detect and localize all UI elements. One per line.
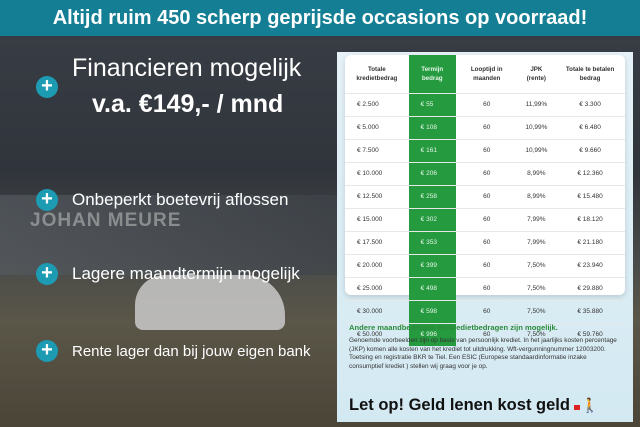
- table-cell: € 3.300: [555, 92, 625, 116]
- table-cell: € 108: [408, 115, 456, 139]
- table-cell: 60: [455, 230, 518, 254]
- table-row: € 20.000 € 399 60 7,50% € 23.940: [345, 253, 625, 277]
- table-row: € 2.500 € 55 60 11,99% € 3.300: [345, 92, 625, 116]
- table-cell: 60: [455, 115, 518, 139]
- table-cell: € 161: [408, 138, 456, 162]
- table-cell: € 15.480: [555, 184, 625, 208]
- table-cell: 60: [455, 253, 518, 277]
- table-cell: 7,50%: [517, 299, 556, 323]
- plus-bullet: +: [36, 76, 58, 98]
- table-row: € 12.500 € 258 60 8,99% € 15.480: [345, 184, 625, 208]
- table-cell: 7,99%: [517, 230, 556, 254]
- walking-person-icon: 🚶: [573, 397, 598, 414]
- table-cell: € 15.000: [345, 207, 409, 231]
- table-cell: € 59.760: [555, 322, 625, 346]
- table-cell: 60: [455, 92, 518, 116]
- table-cell: € 9.660: [555, 138, 625, 162]
- table-cell: 7,50%: [517, 253, 556, 277]
- table-cell: € 18.120: [555, 207, 625, 231]
- plus-icon: +: [36, 189, 58, 211]
- table-cell: 60: [455, 276, 518, 300]
- headline-price: v.a. €149,- / mnd: [92, 90, 284, 118]
- table-cell: € 498: [408, 276, 456, 300]
- table-cell: 7,50%: [517, 322, 556, 346]
- table-row: € 30.000 € 598 60 7,50% € 35.880: [345, 299, 625, 323]
- finance-table-card: Totale kredietbedrag Termijn bedrag Loopti…: [345, 55, 625, 346]
- table-cell: € 258: [408, 184, 456, 208]
- plus-icon: +: [36, 263, 58, 285]
- table-cell: € 23.940: [555, 253, 625, 277]
- table-row: € 50.000 € 996 60 7,50% € 59.760: [345, 322, 625, 346]
- bullet-text: Onbeperkt boetevrij aflossen: [72, 190, 289, 209]
- plus-icon: +: [36, 340, 58, 362]
- bullet-item: + Lagere maandtermijn mogelijk: [36, 263, 300, 285]
- column-header: Looptijd in maanden: [470, 65, 503, 82]
- table-cell: € 399: [408, 253, 456, 277]
- car: [135, 275, 285, 330]
- headline-line1: Financieren mogelijk: [72, 54, 302, 82]
- table-cell: 60: [455, 299, 518, 323]
- note-heading: Andere maandbedragen en kredietbedragen …: [349, 323, 558, 332]
- note-body: Genoemde voorbeelden zijn op basis van p…: [349, 337, 617, 370]
- table-cell: 8,99%: [517, 161, 556, 185]
- table-cell: € 50.000: [345, 322, 409, 346]
- dealer-sign: JOHAN MEURE: [30, 210, 182, 231]
- bullet-text: Lagere maandtermijn mogelijk: [72, 264, 300, 283]
- building: [0, 195, 340, 275]
- table-cell: € 12.360: [555, 161, 625, 185]
- table-cell: 60: [455, 184, 518, 208]
- table-row: € 17.500 € 353 60 7,99% € 21.180: [345, 230, 625, 254]
- column-header: Totale te betalen bedrag: [565, 65, 615, 82]
- top-banner: Altijd ruim 450 scherp geprijsde occasio…: [0, 0, 640, 36]
- warning-label: Let op! Geld lenen kost geld: [349, 396, 570, 414]
- column-header: Termijn bedrag: [408, 55, 456, 93]
- bullet-item: + Onbeperkt boetevrij aflossen: [36, 189, 288, 211]
- table-cell: € 35.880: [555, 299, 625, 323]
- table-cell: € 30.000: [345, 299, 409, 323]
- table-cell: € 21.180: [555, 230, 625, 254]
- table-cell: 7,99%: [517, 207, 556, 231]
- table-cell: € 6.480: [555, 115, 625, 139]
- table-cell: € 302: [408, 207, 456, 231]
- finance-table: Totale kredietbedrag Termijn bedrag Loopti…: [345, 55, 625, 346]
- table-cell: 8,99%: [517, 184, 556, 208]
- table-row: € 15.000 € 302 60 7,99% € 18.120: [345, 207, 625, 231]
- table-cell: € 29.880: [555, 276, 625, 300]
- table-cell: € 25.000: [345, 276, 409, 300]
- table-cell: 60: [455, 322, 518, 346]
- table-cell: € 17.500: [345, 230, 409, 254]
- table-cell: € 10.000: [345, 161, 409, 185]
- warning-text: Let op! Geld lenen kost geld 🚶: [349, 396, 598, 415]
- finance-panel: Totale kredietbedrag Termijn bedrag Loopti…: [337, 52, 633, 422]
- column-header: JPK (rente): [526, 65, 546, 82]
- table-cell: € 2.500: [345, 92, 409, 116]
- table-cell: € 353: [408, 230, 456, 254]
- table-cell: € 206: [408, 161, 456, 185]
- table-cell: € 5.000: [345, 115, 409, 139]
- table-cell: € 7.500: [345, 138, 409, 162]
- table-cell: 60: [455, 138, 518, 162]
- table-row: € 25.000 € 498 60 7,50% € 29.880: [345, 276, 625, 300]
- table-cell: 60: [455, 161, 518, 185]
- bullet-text: Rente lager dan bij jouw eigen bank: [72, 342, 311, 360]
- table-cell: 11,99%: [517, 92, 556, 116]
- bullet-item: + Rente lager dan bij jouw eigen bank: [36, 340, 311, 362]
- table-cell: € 12.500: [345, 184, 409, 208]
- column-header: Totale kredietbedrag: [356, 65, 398, 82]
- table-cell: € 20.000: [345, 253, 409, 277]
- table-cell: 10,99%: [517, 138, 556, 162]
- table-row: € 7.500 € 161 60 10,99% € 9.660: [345, 138, 625, 162]
- table-cell: 7,50%: [517, 276, 556, 300]
- table-cell: 60: [455, 207, 518, 231]
- plus-icon: +: [36, 76, 58, 98]
- table-row: € 5.000 € 108 60 10,99% € 6.480: [345, 115, 625, 139]
- table-cell: 10,99%: [517, 115, 556, 139]
- table-row: € 10.000 € 206 60 8,99% € 12.360: [345, 161, 625, 185]
- table-cell: € 598: [408, 299, 456, 323]
- table-cell: € 996: [408, 322, 456, 346]
- table-cell: € 55: [408, 92, 456, 116]
